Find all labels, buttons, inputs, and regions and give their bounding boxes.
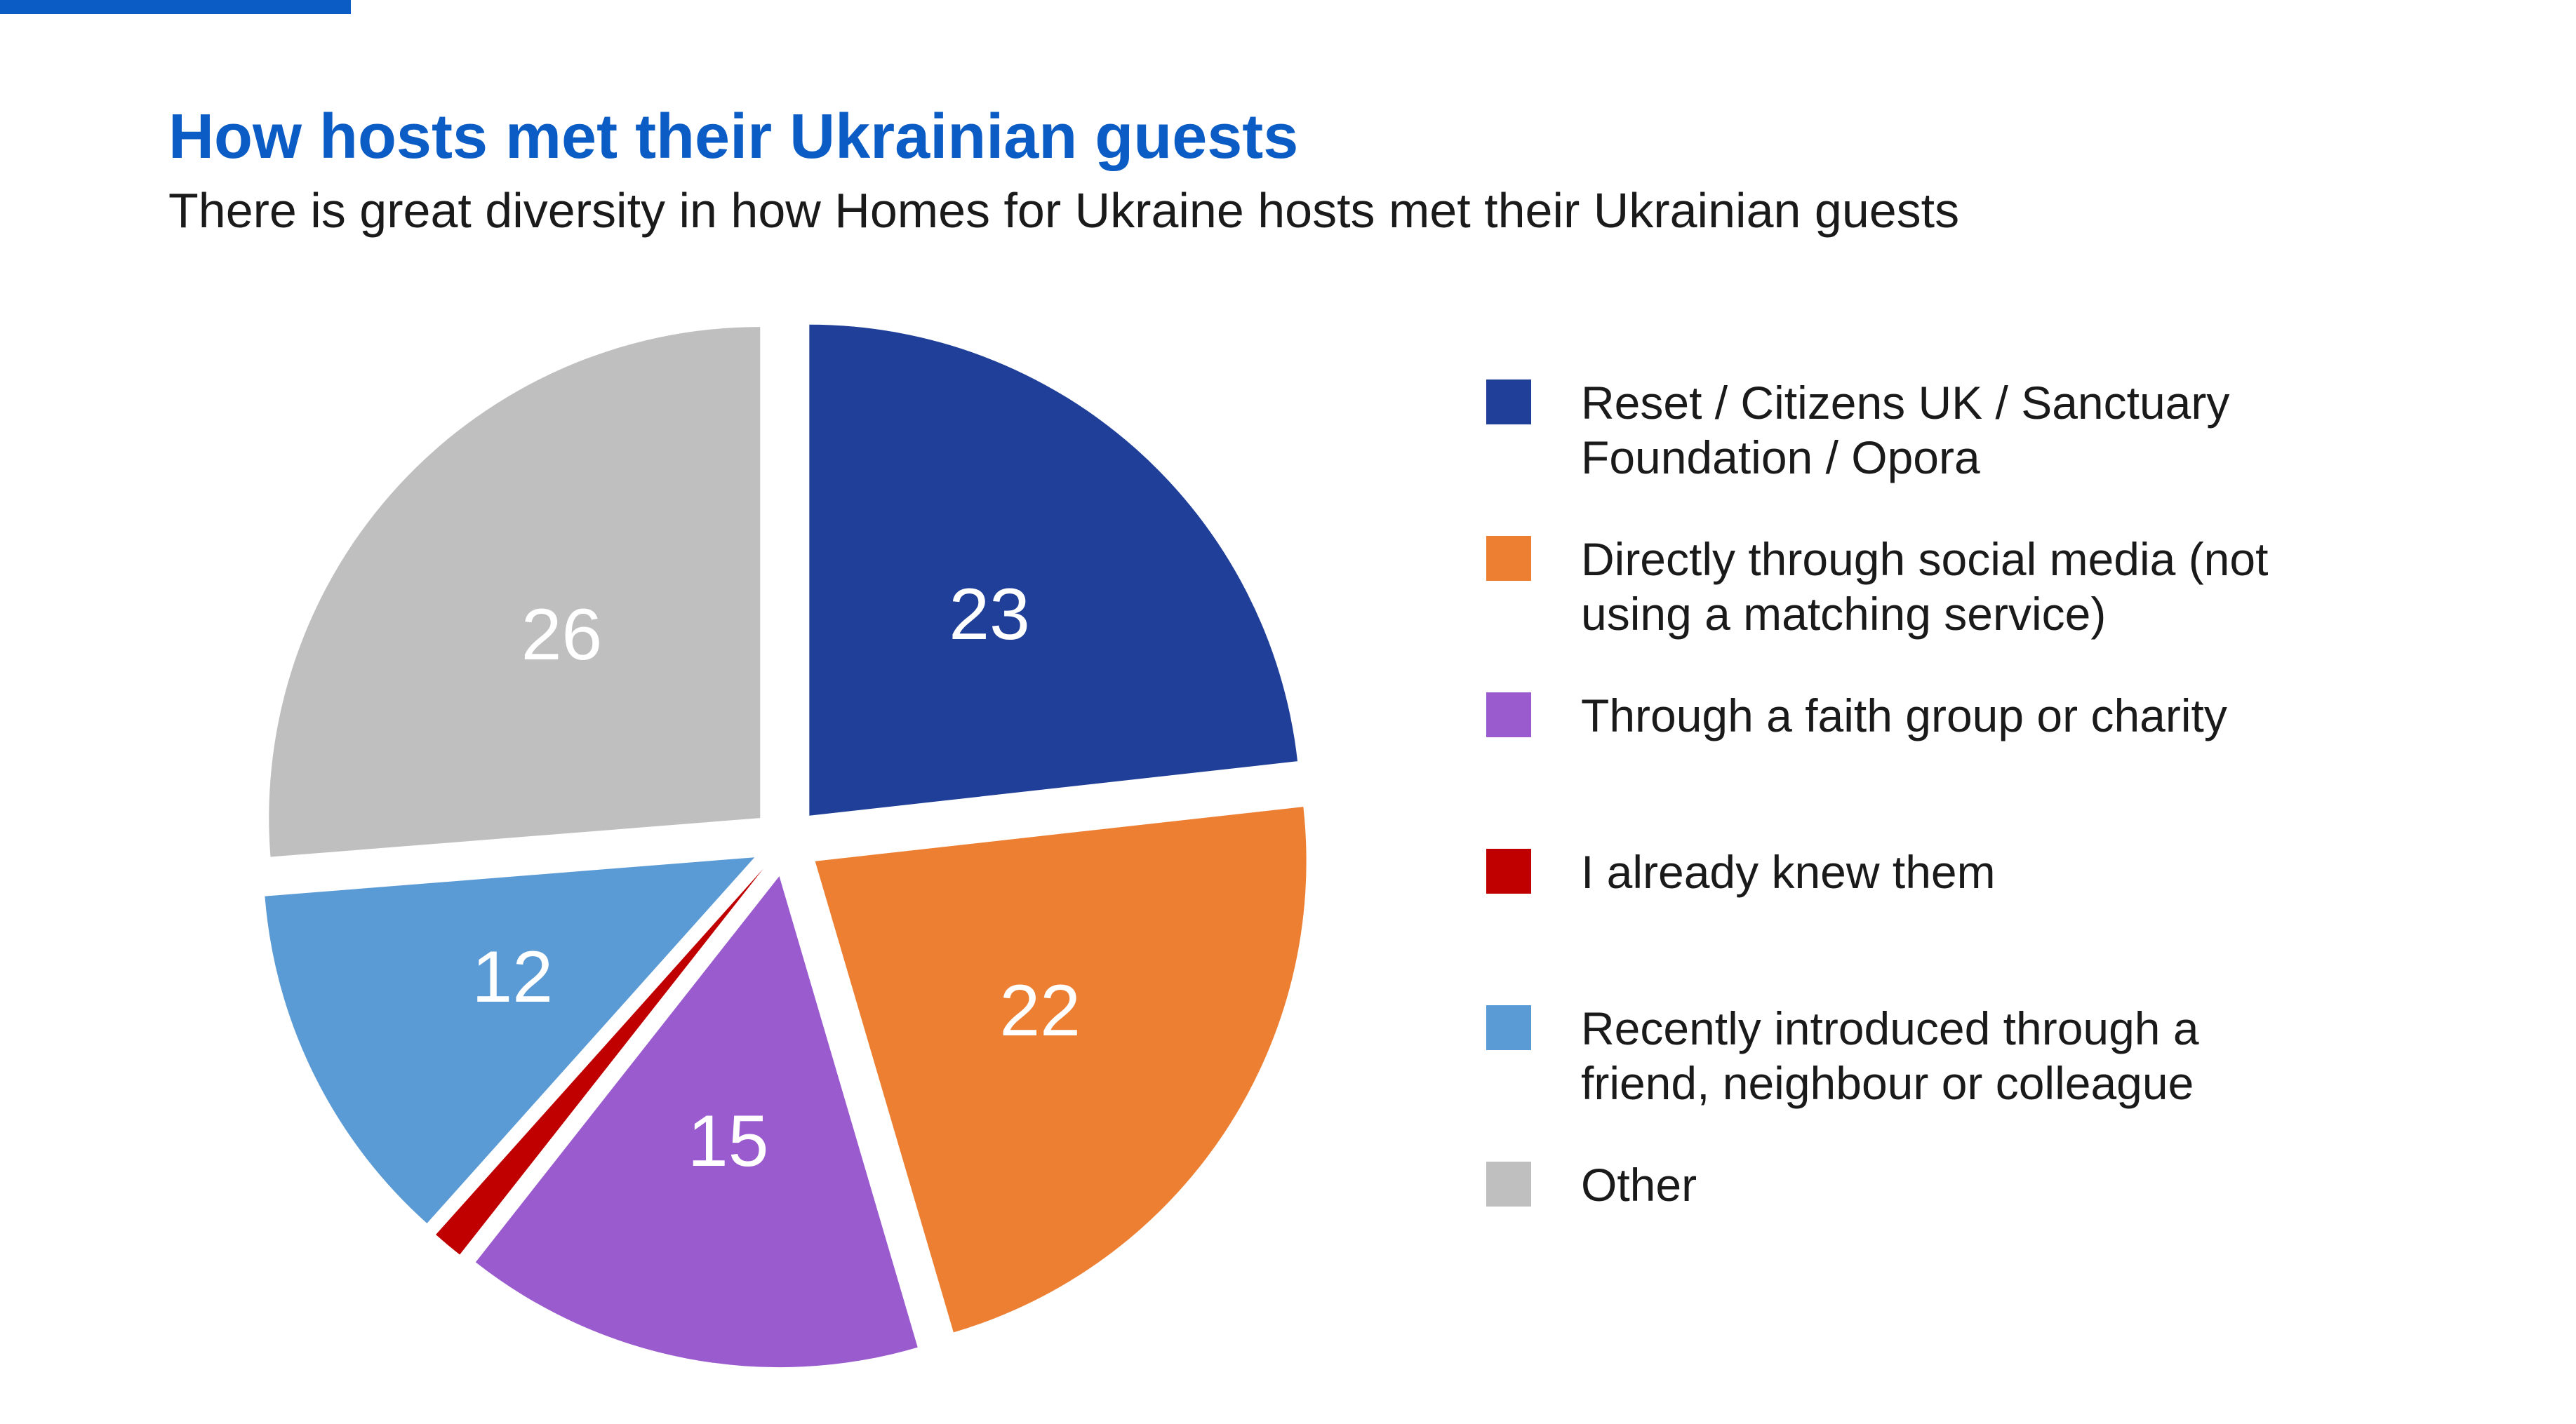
pie-value-label: 12 bbox=[472, 936, 553, 1018]
legend-label: Recently introduced through a friend, ne… bbox=[1581, 1002, 2199, 1109]
pie-slice-reset-citizens-uk-sanctuary-foundation-opora bbox=[809, 324, 1298, 816]
legend-swatch bbox=[1486, 1005, 1531, 1050]
pie-value-label: 15 bbox=[688, 1101, 769, 1182]
pie-slice-i-already-knew-them bbox=[436, 868, 763, 1255]
pie-slice-through-a-faith-group-or-charity bbox=[475, 876, 918, 1368]
legend-label: Other bbox=[1581, 1159, 1697, 1211]
legend-swatch bbox=[1486, 692, 1531, 737]
chart-title: How hosts met their Ukrainian guests bbox=[168, 102, 1299, 172]
legend-label: Directly through social media (not using… bbox=[1581, 533, 2269, 640]
pie-slice-directly-through-social-media-not-using-a-matching-service bbox=[815, 807, 1307, 1333]
legend-swatch bbox=[1486, 379, 1531, 424]
pie-value-label: 22 bbox=[999, 970, 1081, 1052]
pie-slice-recently-introduced-through-a-friend-neighbour-or-colleague bbox=[265, 857, 755, 1223]
legend-label: Reset / Citizens UK / Sanctuary Foundati… bbox=[1581, 377, 2230, 483]
pie-slice-other bbox=[269, 327, 761, 857]
legend-label: I already knew them bbox=[1581, 846, 1996, 898]
pie-chart: 23 22 15 12 26 bbox=[265, 324, 1307, 1368]
pie-value-label: 26 bbox=[521, 594, 603, 676]
accent-bar bbox=[0, 0, 351, 14]
legend-swatch bbox=[1486, 849, 1531, 894]
legend-swatch bbox=[1486, 1162, 1531, 1207]
pie-value-label: 23 bbox=[949, 574, 1030, 655]
legend-label: Through a faith group or charity bbox=[1581, 690, 2227, 741]
legend-swatch bbox=[1486, 536, 1531, 581]
chart-subtitle: There is great diversity in how Homes fo… bbox=[168, 183, 1960, 238]
